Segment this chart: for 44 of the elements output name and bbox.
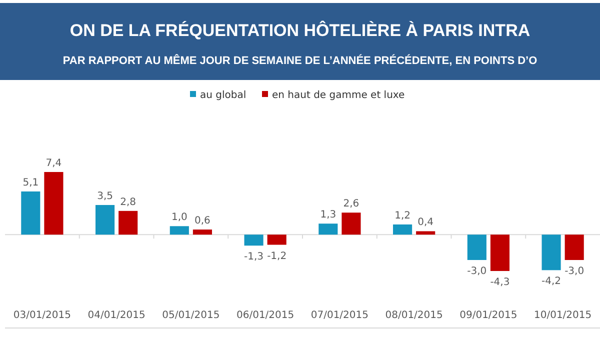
data-label: 2,6	[343, 198, 360, 210]
data-label: 1,2	[394, 210, 410, 222]
legend-label: au global	[200, 90, 246, 101]
bar	[542, 234, 561, 270]
x-tick-label: 09/01/2015	[460, 310, 518, 321]
x-tick-label: 08/01/2015	[385, 310, 443, 321]
x-tick-label: 04/01/2015	[88, 310, 146, 321]
bar	[564, 234, 584, 260]
x-tick-label: 06/01/2015	[236, 310, 294, 321]
data-label: -3,0	[467, 266, 487, 277]
bar	[318, 224, 338, 235]
data-label: 2,8	[120, 196, 136, 208]
data-label: -1,3	[244, 252, 264, 263]
bar	[416, 231, 436, 235]
bar	[393, 224, 412, 235]
data-label: -4,3	[490, 277, 510, 288]
data-label: 7,4	[46, 158, 62, 169]
bar	[96, 205, 115, 235]
x-tick-label: 05/01/2015	[162, 310, 220, 321]
data-label: 1,0	[171, 212, 188, 224]
data-label: 5,1	[22, 177, 39, 188]
chart-title: ON DE LA FRÉQUENTATION HÔTELIÈRE À PARIS INTRA	[70, 20, 530, 40]
bar	[267, 234, 286, 245]
bar	[170, 226, 189, 235]
data-label: -4,2	[542, 276, 562, 288]
x-tick-label: 07/01/2015	[310, 310, 369, 321]
data-label: 0,4	[418, 217, 434, 228]
data-label: 1,3	[320, 210, 336, 221]
data-label: 0,6	[194, 216, 210, 227]
data-label: -3,0	[564, 266, 584, 277]
data-label: 3,5	[97, 191, 113, 202]
x-tick-label: 03/01/2015	[13, 310, 72, 321]
chart-subtitle: PAR RAPPORT AU MÊME JOUR DE SEMAINE DE L’ANNÉE PRÉCÉDENTE, EN POINTS D’O	[62, 54, 538, 67]
x-tick-label: 10/01/2015	[534, 310, 592, 321]
bar	[342, 212, 361, 235]
bar	[21, 191, 40, 235]
bar	[244, 234, 264, 246]
bar	[118, 210, 138, 235]
bar	[490, 234, 510, 271]
bar	[467, 234, 486, 260]
bar	[44, 172, 64, 235]
data-label: -1,2	[267, 250, 287, 262]
legend-label: en haut de gamme et luxe	[272, 90, 405, 101]
bar	[192, 230, 212, 235]
